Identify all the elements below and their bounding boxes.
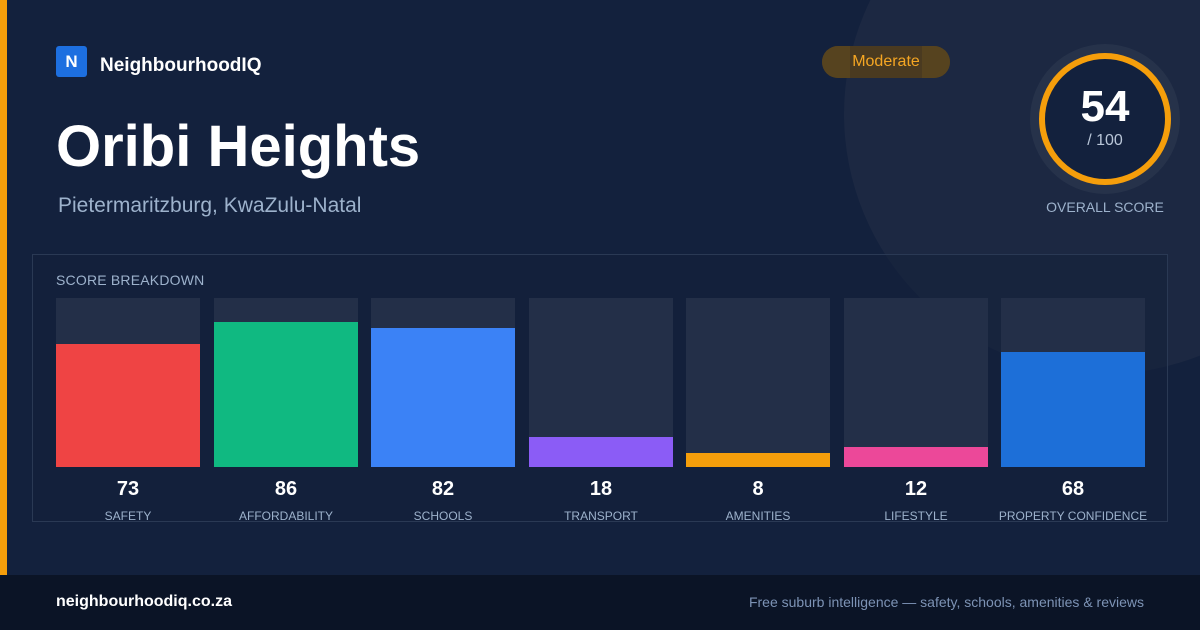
score-bar-amenities: 8 AMENITIES bbox=[686, 298, 830, 523]
score-bar-track bbox=[529, 298, 673, 467]
score-bar-property-confidence: 68 PROPERTY CONFIDENCE bbox=[999, 298, 1147, 523]
location-subtitle: Pietermaritzburg, KwaZulu-Natal bbox=[58, 194, 362, 217]
score-bar-lifestyle: 12 LIFESTYLE bbox=[844, 298, 988, 523]
score-bar-track bbox=[1001, 298, 1145, 467]
overall-score-value: 54 bbox=[1080, 82, 1130, 131]
score-bar-affordability: 86 AFFORDABILITY bbox=[214, 298, 358, 523]
brand-name: NeighbourhoodIQ bbox=[100, 54, 262, 76]
score-bar-label: LIFESTYLE bbox=[884, 509, 948, 523]
score-bar-track bbox=[371, 298, 515, 467]
page-title: Oribi Heights bbox=[56, 114, 421, 179]
score-bar-fill bbox=[529, 437, 673, 467]
score-bar-track bbox=[56, 298, 200, 467]
overall-score-label: OVERALL SCORE bbox=[1046, 199, 1164, 215]
score-bar-track bbox=[214, 298, 358, 467]
score-bar-value: 86 bbox=[274, 478, 298, 500]
score-bar-value: 18 bbox=[589, 478, 613, 500]
score-bar-track bbox=[844, 298, 988, 467]
score-bar-label: AMENITIES bbox=[725, 509, 791, 523]
score-breakdown-title: SCORE BREAKDOWN bbox=[56, 272, 205, 288]
rating-badge: Moderate bbox=[822, 46, 950, 78]
score-bar-transport: 18 TRANSPORT bbox=[529, 298, 673, 523]
share-card: N NeighbourhoodIQ Oribi Heights Pieterma… bbox=[0, 0, 1180, 575]
score-bar-fill bbox=[56, 344, 200, 467]
footer: neighbourhoodiq.co.za Free suburb intell… bbox=[0, 575, 1200, 630]
score-bar-value: 8 bbox=[752, 478, 764, 500]
score-bar-label: PROPERTY CONFIDENCE bbox=[998, 509, 1148, 523]
overall-score-max: / 100 bbox=[1087, 132, 1123, 149]
score-bar-fill bbox=[371, 328, 515, 467]
score-bar-label: TRANSPORT bbox=[564, 509, 638, 523]
score-bar-schools: 82 SCHOOLS bbox=[371, 298, 515, 523]
overall-score-ring bbox=[1030, 44, 1180, 194]
score-bar-label: SCHOOLS bbox=[413, 509, 473, 523]
score-bar-value: 82 bbox=[431, 478, 455, 500]
score-bar-value: 12 bbox=[904, 478, 928, 500]
footer-tagline: Free suburb intelligence — safety, schoo… bbox=[748, 594, 1144, 610]
score-bar-track bbox=[686, 298, 830, 467]
score-bar-label: AFFORDABILITY bbox=[238, 509, 333, 523]
score-bar-safety: 73 SAFETY bbox=[56, 298, 200, 523]
footer-url[interactable]: neighbourhoodiq.co.za bbox=[56, 593, 232, 610]
brand-logo-icon: N bbox=[56, 46, 87, 77]
brand: N NeighbourhoodIQ bbox=[56, 46, 261, 77]
rating-badge-label: Moderate bbox=[852, 53, 920, 70]
score-ring-arc bbox=[1039, 53, 1171, 185]
score-bar-label: SAFETY bbox=[104, 509, 152, 523]
accent-bar bbox=[0, 0, 7, 575]
score-bar-fill bbox=[214, 322, 358, 467]
score-bar-value: 68 bbox=[1061, 478, 1085, 500]
score-bar-value: 73 bbox=[116, 478, 140, 500]
score-bar-fill bbox=[844, 447, 988, 467]
score-bar-fill bbox=[1001, 352, 1145, 467]
score-bar-fill bbox=[686, 453, 830, 467]
